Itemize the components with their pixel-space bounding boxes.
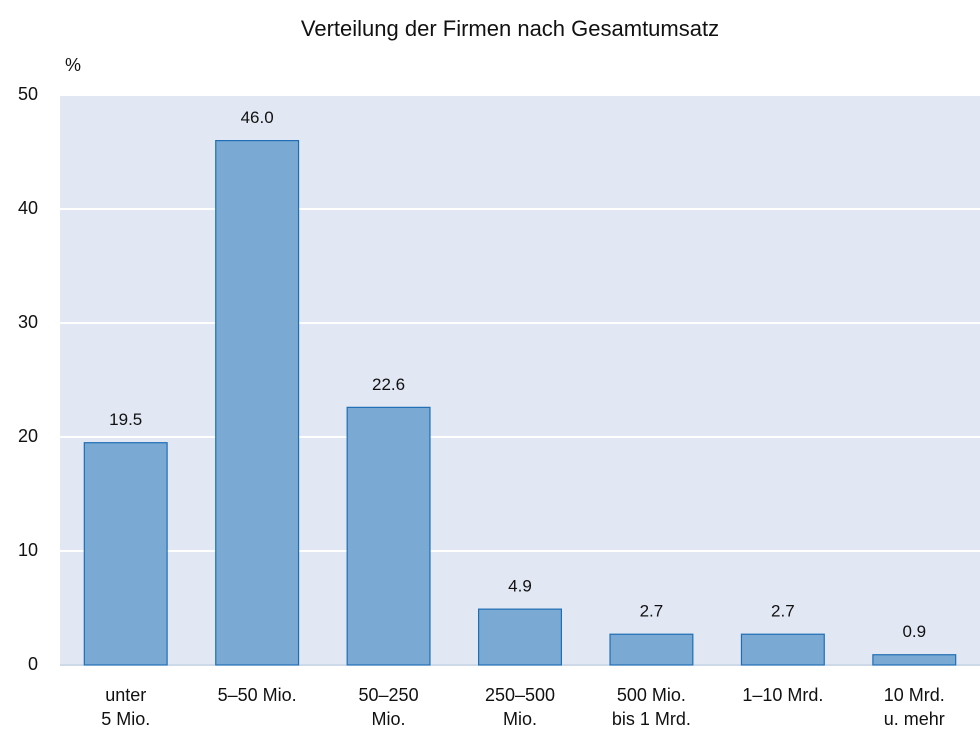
bar <box>83 442 168 666</box>
y-tick-label: 40 <box>18 198 38 218</box>
plot-background <box>60 95 980 665</box>
data-label: 2.7 <box>640 602 664 621</box>
bar <box>346 406 431 666</box>
y-tick-label: 20 <box>18 426 38 446</box>
y-tick-label: 0 <box>28 654 38 674</box>
x-tick-label: 250–500 Mio. <box>484 685 556 729</box>
y-tick-label: 10 <box>18 540 38 560</box>
data-label: 19.5 <box>109 410 142 429</box>
data-label: 22.6 <box>372 375 405 394</box>
x-tick-label: 10 Mrd. u. mehr <box>883 685 945 729</box>
bar <box>609 633 694 666</box>
x-tick-label: 500 Mio. bis 1 Mrd. <box>611 685 691 729</box>
data-label: 0.9 <box>902 622 926 641</box>
x-tick-label: 1–10 Mrd. <box>742 685 824 705</box>
y-axis-label: % <box>65 55 81 75</box>
y-tick-label: 30 <box>18 312 38 332</box>
x-tick-label: unter 5 Mio. <box>101 685 151 729</box>
bar <box>215 140 300 666</box>
bar <box>478 608 563 666</box>
x-tick-label: 5–50 Mio. <box>217 685 297 705</box>
x-tick-label: 50–250 Mio. <box>358 685 419 729</box>
data-label: 46.0 <box>241 108 274 127</box>
y-tick-label: 50 <box>18 84 38 104</box>
bar <box>740 633 825 666</box>
data-label: 2.7 <box>771 602 795 621</box>
data-label: 4.9 <box>508 577 532 596</box>
bar <box>872 654 957 666</box>
chart-title: Verteilung der Firmen nach Gesamtumsatz <box>301 16 719 41</box>
